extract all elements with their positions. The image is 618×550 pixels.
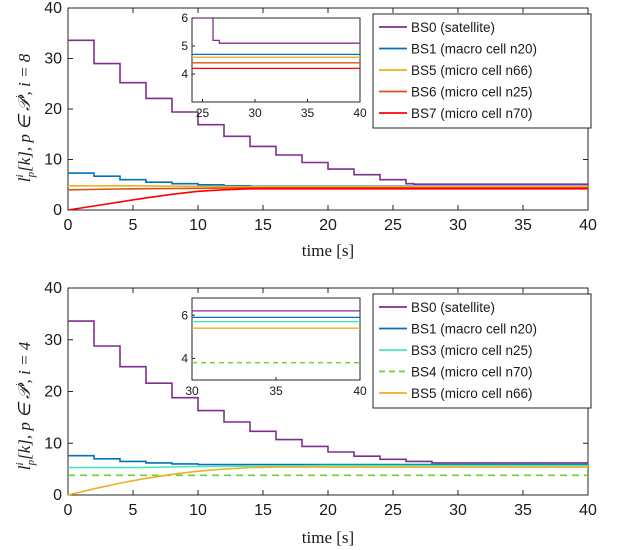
x-tick-label: 5 [129,217,138,234]
legend-box [372,293,592,409]
panel-top: lip[k], p ∈ 𝒫i, i = 8 time [s] 0 5 10 15 20 2… [14,0,597,260]
legend-label: BS5 (micro cell n66) [411,63,533,78]
series-line [68,320,588,464]
inset-x-tick-label: 25 [196,106,210,120]
y-tick-label: 20 [44,384,62,401]
inset-plot-area [191,297,361,381]
inset-y-tick-label: 6 [181,308,188,322]
x-tick-label: 5 [129,502,138,519]
y-tick-label: 10 [44,435,62,452]
x-tick-label: 30 [449,217,467,234]
y-tick-label: 30 [44,51,62,68]
series-line [67,188,588,211]
legend-label: BS3 (micro cell n25) [411,343,533,358]
inset-y-tick-label: 4 [181,351,188,365]
legend-label: BS4 (micro cell n70) [411,365,533,380]
series-line [68,464,588,469]
panel-bottom: lip[k], p ∈ 𝒫i, i = 4 time [s] 0 5 10 15 20 2… [14,280,597,547]
series-line [68,185,588,188]
series-line [68,39,588,185]
inset-x-tick-label: 40 [353,106,367,120]
inset-series-line [192,53,360,58]
y-tick-label: 10 [44,152,62,169]
x-tick-label: 35 [514,502,532,519]
legend-label: BS1 (macro cell n20) [411,322,537,337]
inset-x-tick-label: 35 [269,384,283,398]
legend-label: BS7 (micro cell n70) [411,106,533,121]
inset-y-tick-label: 5 [181,39,188,53]
inset-series-group [192,310,360,364]
x-tick-label: 15 [254,217,272,234]
legend-label: BS0 (satellite) [411,20,495,35]
x-tick-label: 15 [254,502,272,519]
x-tick-label: 20 [319,217,337,234]
inset-x-tick-label: 40 [353,384,367,398]
y-tick-label: 40 [44,280,62,297]
y-tick-label: 0 [53,487,62,504]
y-tick-label: 30 [44,332,62,349]
series-line [67,187,588,191]
series-line [67,466,588,496]
legend-box [372,13,592,129]
y-axis-label-bottom: lip[k], p ∈ 𝒫i, i = 4 [14,341,37,470]
inset-x-tick-label: 35 [301,106,315,120]
inset-y-tick-label: 4 [181,67,188,81]
x-axis-label-bottom: time [s] [302,528,354,547]
x-tick-label: 25 [384,217,402,234]
x-tick-label: 40 [579,217,597,234]
inset-x-tick-label: 30 [185,384,199,398]
inset-y-tick-label: 6 [181,11,188,25]
legend-label: BS0 (satellite) [411,300,495,315]
legend-label: BS6 (micro cell n25) [411,85,533,100]
x-tick-label: 0 [64,217,73,234]
inset-series-line [192,18,360,44]
y-tick-label: 40 [44,0,62,17]
inset-x-tick-label: 30 [248,106,262,120]
x-tick-label: 30 [449,502,467,519]
legend-label: BS5 (micro cell n66) [411,386,533,401]
legend-label: BS1 (macro cell n20) [411,42,537,57]
x-axis-label-top: time [s] [302,241,354,260]
x-tick-label: 25 [384,502,402,519]
x-tick-label: 10 [189,217,207,234]
y-axis-label-top: lip[k], p ∈ 𝒫i, i = 8 [14,53,37,182]
x-tick-label: 0 [64,502,73,519]
x-tick-label: 10 [189,502,207,519]
inset-plot-area [191,17,361,103]
y-tick-label: 20 [44,101,62,118]
series-line [68,454,588,466]
x-tick-label: 40 [579,502,597,519]
x-tick-label: 35 [514,217,532,234]
inset-series-group [192,18,360,70]
x-tick-label: 20 [319,502,337,519]
y-tick-label: 0 [53,202,62,219]
